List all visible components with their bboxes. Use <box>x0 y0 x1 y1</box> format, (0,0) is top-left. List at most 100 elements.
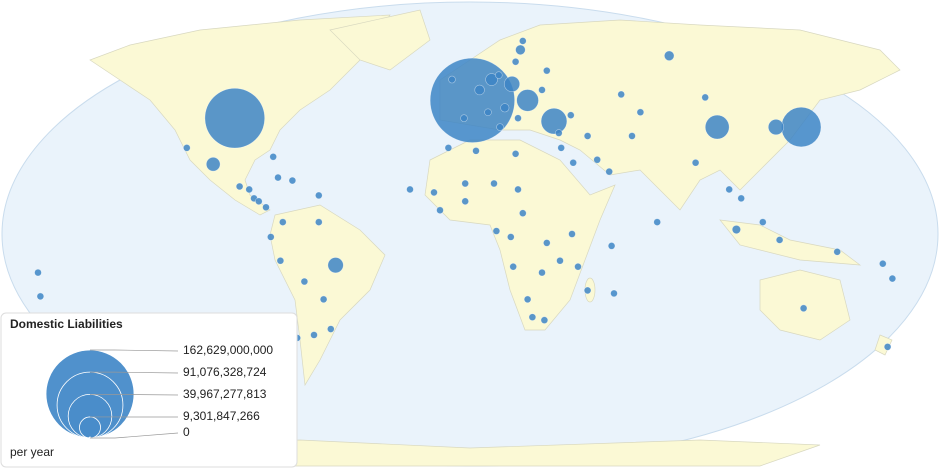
bubble <box>540 316 549 324</box>
bubble <box>725 185 733 194</box>
legend-circle <box>79 416 101 439</box>
bubble <box>310 331 318 339</box>
bubble <box>519 37 527 45</box>
bubble <box>430 188 438 197</box>
bubble <box>448 75 456 84</box>
legend-label: 9,301,847,266 <box>183 409 260 423</box>
bubble <box>472 147 480 155</box>
legend-label: 91,076,328,724 <box>183 365 267 379</box>
bubble <box>205 157 221 172</box>
legend-label: 39,967,277,813 <box>183 387 267 401</box>
bubble <box>556 256 564 265</box>
bubble <box>300 277 309 286</box>
bubble <box>543 66 551 75</box>
bubble <box>509 262 517 271</box>
bubble <box>514 114 522 122</box>
bubble <box>183 144 191 152</box>
bubble <box>610 289 618 298</box>
bubble <box>781 106 822 148</box>
bubble <box>495 71 503 79</box>
bubble <box>274 173 282 182</box>
legend-leader <box>90 432 179 439</box>
bubble <box>583 132 592 140</box>
bubble <box>569 158 577 167</box>
bubble <box>593 155 601 164</box>
bubble <box>605 167 613 176</box>
bubble <box>879 259 887 268</box>
bubble <box>269 153 277 161</box>
bubble <box>538 268 546 277</box>
bubble <box>759 218 767 226</box>
bubble <box>327 257 344 274</box>
bubble <box>514 185 522 194</box>
bubble <box>436 206 444 214</box>
bubble <box>555 129 563 137</box>
bubble <box>496 123 504 131</box>
bubble <box>255 197 263 206</box>
bubble <box>34 268 42 277</box>
bubble <box>888 274 897 283</box>
bubble <box>636 108 645 116</box>
bubble <box>775 236 784 244</box>
bubble <box>490 179 498 188</box>
bubble <box>568 230 576 238</box>
bubble <box>444 144 453 152</box>
bubble <box>500 103 510 113</box>
bubble <box>461 197 469 206</box>
bubble <box>701 93 709 102</box>
bubble <box>485 73 498 86</box>
legend-label: 0 <box>183 425 190 439</box>
bubble <box>267 233 275 241</box>
legend: Domestic Liabilities per year 162,629,00… <box>0 312 298 468</box>
bubble <box>731 225 741 235</box>
bubble <box>461 179 469 188</box>
bubble <box>617 90 625 99</box>
bubble <box>628 132 636 140</box>
bubble <box>557 144 565 152</box>
bubble <box>519 209 527 217</box>
legend-unit: per year <box>10 445 54 459</box>
bubble <box>484 108 492 116</box>
bubble <box>528 313 537 321</box>
bubble <box>319 295 328 304</box>
bubble <box>511 57 520 66</box>
bubbles <box>34 37 897 351</box>
bubble <box>833 248 841 256</box>
bubble <box>664 50 675 61</box>
bubble <box>492 227 501 235</box>
bubble <box>204 87 265 149</box>
bubble <box>516 89 539 112</box>
bubble <box>574 262 582 271</box>
bubble <box>583 286 592 295</box>
bubble <box>540 107 568 135</box>
bubble <box>515 44 526 56</box>
bubble <box>737 194 745 203</box>
legend-leader <box>90 394 179 396</box>
bubble <box>315 218 323 226</box>
bubble <box>503 75 521 93</box>
bubble <box>460 114 468 122</box>
bubble <box>235 182 244 191</box>
legend-leader <box>90 349 179 352</box>
bubble <box>691 158 700 167</box>
legend-leader <box>90 371 179 374</box>
bubble <box>262 203 270 212</box>
bubble <box>327 325 335 333</box>
bubble <box>767 119 785 136</box>
bubble <box>523 295 532 304</box>
bubble <box>279 218 287 226</box>
bubble <box>653 218 661 226</box>
bubble <box>474 84 485 96</box>
bubble <box>315 191 323 200</box>
bubble <box>799 304 808 313</box>
bubble <box>288 176 297 185</box>
bubble <box>567 111 575 119</box>
legend-title: Domestic Liabilities <box>10 317 123 331</box>
bubble <box>883 343 892 351</box>
legend-label: 162,629,000,000 <box>183 343 273 357</box>
bubble <box>245 185 253 194</box>
bubble <box>507 233 515 241</box>
bubble <box>36 292 45 301</box>
bubble <box>511 150 520 158</box>
